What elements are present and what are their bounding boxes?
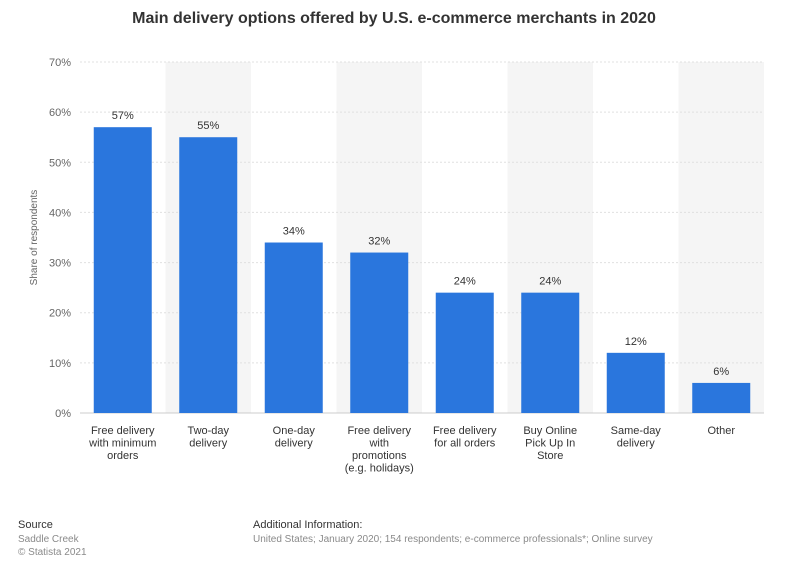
- data-label: 57%: [112, 110, 134, 122]
- y-tick-label: 20%: [49, 308, 71, 320]
- x-tick-label: Two-day delivery: [187, 425, 229, 450]
- bar[interactable]: [435, 292, 494, 413]
- additional-info-block: Additional Information: United States; J…: [253, 519, 653, 546]
- source-heading: Source: [18, 519, 53, 531]
- bar[interactable]: [521, 292, 580, 413]
- y-tick-label: 10%: [49, 358, 71, 370]
- data-label: 32%: [368, 236, 390, 248]
- data-label: 6%: [713, 366, 729, 378]
- bar[interactable]: [179, 137, 238, 413]
- x-tick-label: Same-day delivery: [611, 425, 662, 450]
- x-tick-label: Buy Online Pick Up In Store: [523, 425, 577, 462]
- y-tick-label: 0%: [55, 408, 71, 420]
- bar[interactable]: [350, 252, 409, 413]
- x-tick-label: Free delivery with minimum orders: [88, 425, 156, 462]
- additional-info-heading: Additional Information:: [253, 519, 363, 531]
- additional-info-text: United States; January 2020; 154 respond…: [253, 534, 653, 545]
- chart-title: Main delivery options offered by U.S. e-…: [132, 10, 656, 27]
- source-block: Source Saddle Creek © Statista 2021: [18, 519, 87, 559]
- bar-chart: 0% 10% 20% 30% 40% 50% 60% 70% 57% 55% 34% 32% 24% 2…: [29, 57, 764, 475]
- bar[interactable]: [606, 352, 665, 413]
- source-line: Saddle Creek: [18, 534, 79, 545]
- copyright-line: © Statista 2021: [18, 547, 87, 558]
- y-tick-label: 40%: [49, 207, 71, 219]
- bar[interactable]: [93, 127, 152, 413]
- column-band: [678, 62, 764, 413]
- y-tick-label: 60%: [49, 107, 71, 119]
- x-tick-label: One-day delivery: [273, 425, 316, 450]
- data-label: 55%: [197, 120, 219, 132]
- bar[interactable]: [692, 382, 751, 413]
- y-axis-label: Share of respondents: [29, 190, 40, 286]
- x-tick-label: Free delivery for all orders: [433, 425, 497, 450]
- x-tick-label: Other: [707, 425, 735, 437]
- y-tick-label: 30%: [49, 258, 71, 270]
- y-tick-label: 70%: [49, 57, 71, 69]
- data-label: 24%: [539, 276, 561, 288]
- y-tick-label: 50%: [49, 157, 71, 169]
- data-label: 24%: [454, 276, 476, 288]
- bar[interactable]: [264, 242, 323, 413]
- x-tick-label: Free delivery with promotions (e.g. holiday…: [345, 425, 414, 475]
- data-label: 12%: [625, 336, 647, 348]
- data-label: 34%: [283, 226, 305, 238]
